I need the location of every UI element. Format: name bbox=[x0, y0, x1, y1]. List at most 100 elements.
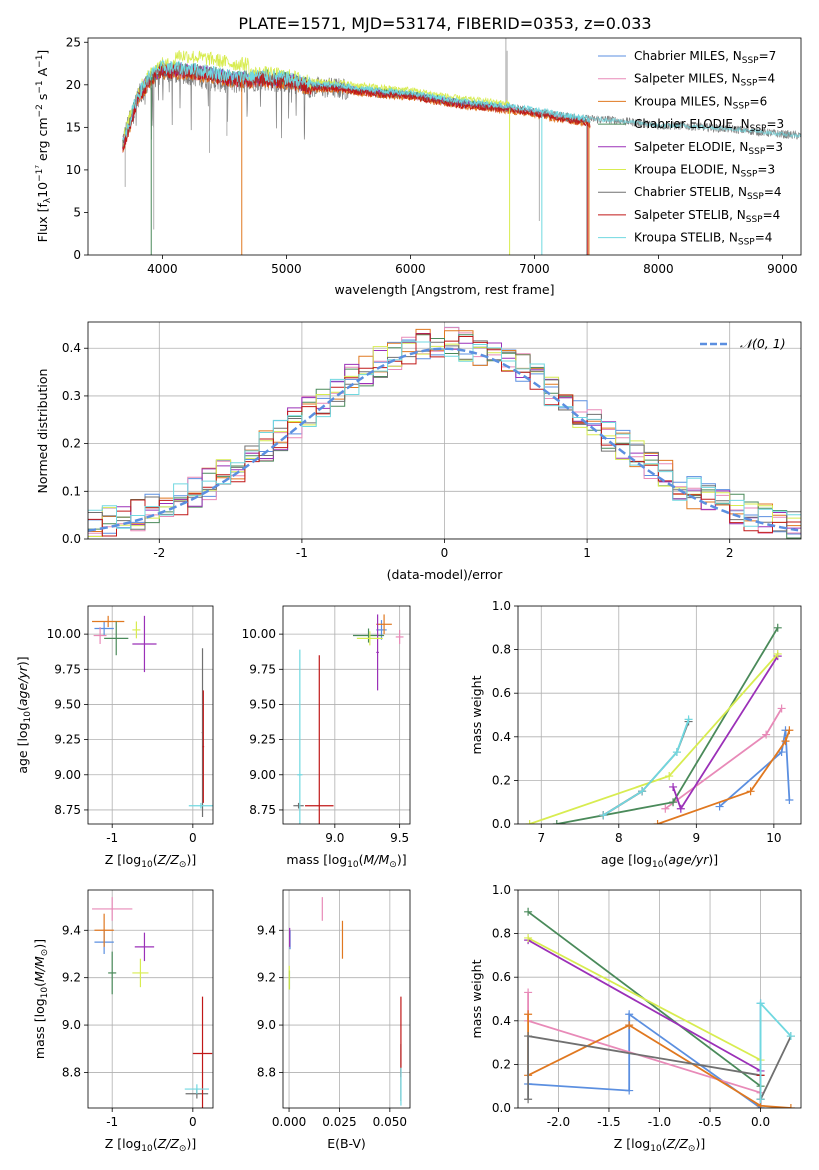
age-vs-z-xlabel: Z [log10(Z/Z⊙)] bbox=[105, 852, 196, 870]
massweight-vs-z-xtick-label: -0.5 bbox=[698, 1115, 721, 1129]
massweight-vs-z-xtick-label: -1.0 bbox=[648, 1115, 671, 1129]
massweight-vs-z-marker-kro_miles bbox=[625, 1021, 634, 1030]
massweight-vs-age-marker-sal_miles bbox=[661, 804, 670, 813]
mass-vs-ebv-xtick-label: 0.025 bbox=[322, 1115, 356, 1129]
spectrum-legend-entry-sal_stelib: Salpeter STELIB, NSSP=4 bbox=[634, 208, 780, 225]
residuals-plot-area bbox=[88, 322, 801, 539]
massweight-vs-z-line-kro_elodie bbox=[527, 937, 762, 1061]
mass-vs-ebv-ytick-label: 9.0 bbox=[257, 1018, 276, 1032]
mass-vs-ebv-ytick-label: 9.4 bbox=[257, 923, 276, 937]
massweight-vs-age-marker-kro_stelib bbox=[684, 715, 693, 724]
mass-vs-z-frame bbox=[87, 889, 214, 1109]
massweight-vs-z-marker-cha_stelib bbox=[524, 1032, 533, 1041]
spectrum-xtick-label: 6000 bbox=[395, 262, 426, 276]
spectrum-model-line-kro_miles bbox=[122, 65, 591, 153]
spectrum-legend-entry-cha_miles: Chabrier MILES, NSSP=7 bbox=[634, 49, 776, 66]
massweight-vs-age-marker-kro_stelib bbox=[599, 811, 608, 820]
massweight-vs-z-ytick-label: 0.8 bbox=[492, 927, 511, 941]
mass-vs-ebv-xlabel: E(B-V) bbox=[327, 1136, 366, 1151]
massweight-vs-age-marker-kro_miles bbox=[746, 787, 755, 796]
age-vs-z-panel: -1 0 8.75 9.00 9.25 9.50 9.75 10.00 Z [log10(Z/Z… bbox=[15, 605, 214, 870]
mass-vs-ebv-ytick-label: 9.2 bbox=[257, 971, 276, 985]
massweight-vs-age-marker-kro_stelib bbox=[672, 748, 681, 757]
spectrum-ytick-label: 25 bbox=[66, 35, 81, 49]
spectrum-ytick-label: 5 bbox=[73, 205, 81, 219]
massweight-vs-z-marker-kro_elodie bbox=[524, 933, 533, 942]
spectrum-ytick-label: 0 bbox=[73, 248, 81, 262]
spectrum-legend-entry-cha_stelib: Chabrier STELIB, NSSP=4 bbox=[634, 185, 782, 202]
figure-title: PLATE=1571, MJD=53174, FIBERID=0353, z=0… bbox=[238, 14, 651, 33]
massweight-vs-age-marker-sal_miles bbox=[777, 704, 786, 713]
massweight-vs-z-ylabel: mass weight bbox=[469, 959, 484, 1038]
massweight-vs-age-marker-cha_miles bbox=[715, 802, 724, 811]
massweight-vs-age-xtick-label: 8 bbox=[615, 831, 623, 845]
residuals-panel: -2 -1 0 1 2 0.0 0.1 0.2 0.3 0.4 (data-model)/error… bbox=[35, 321, 802, 582]
massweight-vs-z-ticks: -2.0 -1.5 -1.0 -0.5 0.0 0.0 0.2 0.4 0.6 0.8 1.0 bbox=[492, 883, 770, 1129]
residuals-histogram-kro_stelib bbox=[88, 340, 801, 529]
mass-vs-z-xlabel: Z [log10(Z/Z⊙)] bbox=[105, 1136, 196, 1154]
age-vs-z-frame bbox=[87, 605, 214, 825]
age-vs-mass-xlabel: mass [log10(M/M⊙)] bbox=[286, 852, 406, 870]
massweight-vs-z-marker-kro_stelib bbox=[756, 1095, 765, 1104]
mass-vs-ebv-ticks: 0.000 0.025 0.050 8.8 9.0 9.2 9.4 bbox=[257, 923, 407, 1129]
spectrum-legend-entry-kro_miles: Kroupa MILES, NSSP=6 bbox=[634, 94, 767, 111]
age-vs-mass-ytick-label: 9.00 bbox=[249, 768, 276, 782]
massweight-vs-z-xtick-label: -2.0 bbox=[547, 1115, 570, 1129]
massweight-vs-age-marker-cha_elodie bbox=[669, 798, 678, 807]
massweight-vs-z-xtick-label: -1.5 bbox=[597, 1115, 620, 1129]
massweight-vs-z-panel: -2.0 -1.5 -1.0 -0.5 0.0 0.0 0.2 0.4 0.6 0.8 1.0 Z [… bbox=[469, 883, 802, 1154]
massweight-vs-z-ytick-label: 1.0 bbox=[492, 883, 511, 897]
mass-vs-ebv-xtick-label: 0.000 bbox=[272, 1115, 306, 1129]
age-vs-z-ytick-label: 9.25 bbox=[54, 733, 81, 747]
spectrum-legend-entry-kro_stelib: Kroupa STELIB, NSSP=4 bbox=[634, 231, 772, 248]
massweight-vs-age-marker-kro_miles bbox=[785, 726, 794, 735]
mass-vs-z-panel: -1 0 8.8 9.0 9.2 9.4 Z [log10(Z/Z⊙)] mass [log1… bbox=[32, 889, 214, 1154]
age-vs-mass-ytick-label: 9.25 bbox=[249, 733, 276, 747]
spectrum-tail-line bbox=[589, 115, 801, 139]
spectrum-ytick-label: 20 bbox=[66, 78, 81, 92]
massweight-vs-z-ytick-label: 0.4 bbox=[492, 1014, 511, 1028]
residuals-legend-label: 𝒩(0, 1) bbox=[740, 336, 786, 351]
mass-vs-ebv-panel: 0.000 0.025 0.050 8.8 9.0 9.2 9.4 E(B-V) bbox=[257, 889, 411, 1151]
spectrum-xtick-label: 9000 bbox=[767, 262, 798, 276]
mass-vs-z-ytick-label: 9.2 bbox=[62, 971, 81, 985]
massweight-vs-age-ylabel: mass weight bbox=[469, 675, 484, 754]
age-vs-mass-ytick-label: 9.50 bbox=[249, 697, 276, 711]
massweight-vs-z-marker-cha_stelib bbox=[524, 1095, 533, 1104]
massweight-vs-age-xtick-label: 7 bbox=[537, 831, 545, 845]
massweight-vs-age-xlabel: age [log10(age/yr)] bbox=[601, 852, 718, 870]
age-vs-z-xtick-label: 0 bbox=[189, 831, 197, 845]
massweight-vs-age-line-kro_miles bbox=[657, 729, 791, 824]
massweight-vs-age-xtick-label: 9 bbox=[693, 831, 701, 845]
residuals-frame bbox=[87, 321, 802, 540]
age-vs-mass-ytick-label: 10.00 bbox=[242, 627, 276, 641]
age-vs-z-plot-area bbox=[88, 606, 213, 824]
massweight-vs-age-marker-cha_miles bbox=[785, 796, 794, 805]
spectrum-ytick-label: 15 bbox=[66, 120, 81, 134]
spectrum-xlabel: wavelength [Angstrom, rest frame] bbox=[334, 282, 554, 297]
massweight-vs-age-xtick-label: 10 bbox=[766, 831, 781, 845]
massweight-vs-age-line-kro_stelib bbox=[602, 719, 690, 817]
mass-vs-ebv-frame bbox=[282, 889, 411, 1109]
mass-vs-z-xtick-label: -1 bbox=[106, 1115, 118, 1129]
residuals-ticks: -2 -1 0 1 2 0.0 0.1 0.2 0.3 0.4 bbox=[62, 341, 734, 560]
age-vs-z-ticks: -1 0 8.75 9.00 9.25 9.50 9.75 10.00 bbox=[47, 627, 197, 845]
mass-vs-z-plot-area bbox=[88, 890, 213, 1108]
residuals-xtick-label: 2 bbox=[726, 546, 734, 560]
mass-vs-z-ylabel: mass [log10(M/M⊙)] bbox=[32, 939, 50, 1059]
massweight-vs-age-ytick-label: 0.0 bbox=[492, 817, 511, 831]
massweight-vs-age-marker-kro_stelib bbox=[638, 787, 647, 796]
spectrum-xtick-label: 7000 bbox=[519, 262, 550, 276]
mass-vs-ebv-plot-area bbox=[283, 890, 410, 1108]
spectrum-ylabel: Flux [fλ10−1⁷ erg cm−2 s−1 A−1] bbox=[35, 50, 53, 243]
residuals-xtick-label: -1 bbox=[296, 546, 308, 560]
mass-vs-z-ytick-label: 8.8 bbox=[62, 1065, 81, 1079]
mass-vs-z-ticks: -1 0 8.8 9.0 9.2 9.4 bbox=[62, 923, 197, 1129]
massweight-vs-z-marker-cha_miles bbox=[625, 1010, 634, 1019]
residuals-xtick-label: -2 bbox=[153, 546, 165, 560]
age-vs-z-ylabel: age [log10(age/yr)] bbox=[15, 656, 33, 773]
massweight-vs-z-xtick-label: 0.0 bbox=[751, 1115, 770, 1129]
age-vs-mass-ytick-label: 8.75 bbox=[249, 803, 276, 817]
massweight-vs-age-marker-kro_miles bbox=[653, 820, 662, 824]
